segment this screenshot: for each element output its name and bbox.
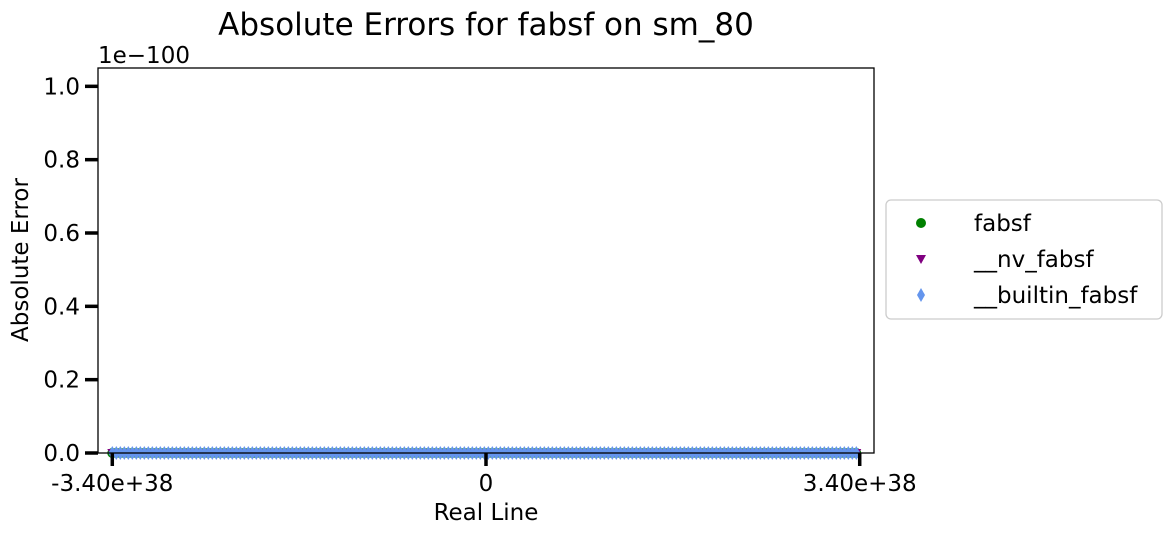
legend-label: __nv_fabsf — [973, 247, 1094, 273]
y-offset-label: 1e−100 — [98, 43, 190, 69]
y-tick-label: 0.2 — [43, 368, 80, 394]
legend: fabsf __nv_fabsf __builtin_fabsf — [885, 199, 1163, 320]
chart-title: Absolute Errors for fabsf on sm_80 — [218, 7, 754, 43]
y-tick-label: 1.0 — [43, 74, 80, 100]
legend-label: __builtin_fabsf — [973, 283, 1138, 309]
y-tick-label: 0.6 — [43, 221, 80, 247]
legend-entry: __nv_fabsf — [916, 247, 1094, 273]
y-tick-label: 0.8 — [43, 148, 80, 174]
y-tick-label: 0.4 — [43, 294, 80, 320]
legend-marker — [916, 218, 926, 228]
plot-area — [97, 67, 875, 454]
legend-label: fabsf — [974, 211, 1032, 237]
x-tick-label: 3.40e+38 — [803, 471, 917, 497]
x-tick-label: -3.40e+38 — [51, 471, 173, 497]
legend-marker — [917, 288, 925, 302]
y-axis-label: Absolute Error — [8, 178, 34, 342]
x-axis: -3.40e+38 0 3.40e+38 — [51, 453, 917, 497]
legend-marker — [916, 255, 926, 264]
y-axis: 0.0 0.2 0.4 0.6 0.8 1.0 — [43, 74, 98, 467]
legend-entry: __builtin_fabsf — [917, 283, 1138, 309]
y-tick-label: 0.0 — [43, 441, 80, 467]
x-tick-label: 0 — [479, 471, 494, 497]
legend-frame — [885, 199, 1163, 320]
x-axis-label: Real Line — [434, 500, 539, 526]
series-builtinfabsf — [108, 446, 861, 460]
legend-entry: fabsf — [916, 211, 1032, 237]
